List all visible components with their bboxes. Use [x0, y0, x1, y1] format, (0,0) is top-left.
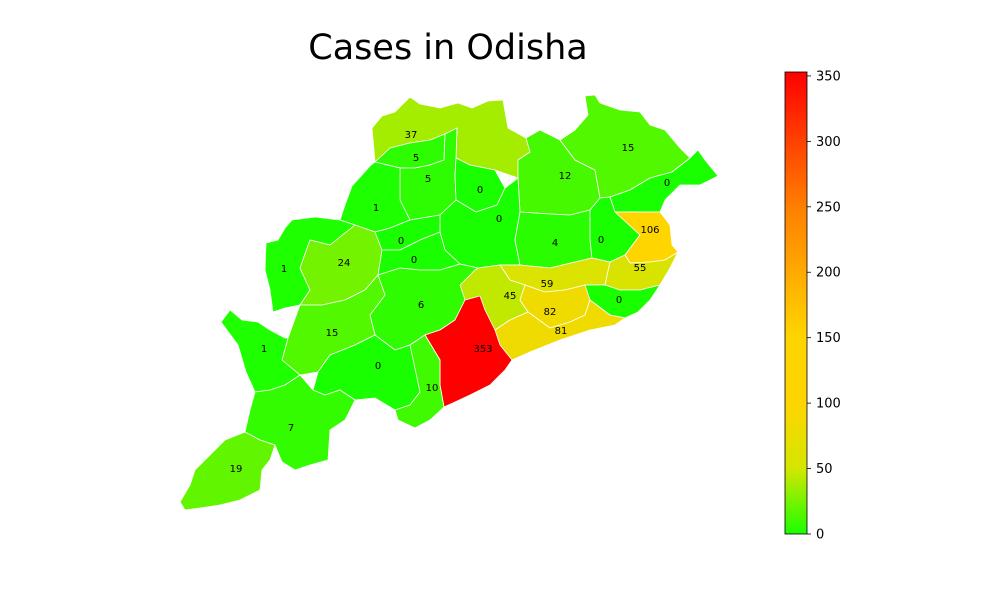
label-jajpur-coast: 0	[616, 295, 622, 306]
colorbar-gradient	[784, 71, 808, 535]
label-angul: 0	[496, 214, 502, 225]
label-malkangiri: 19	[230, 464, 243, 475]
colorbar-tick-label: 200	[816, 266, 841, 281]
label-gajapati: 10	[426, 383, 439, 394]
label-jajpur: 4	[552, 238, 558, 249]
colorbar-ticks: 0 50 100 150 200 250 300 350	[807, 69, 841, 543]
label-kalahandi: 15	[326, 328, 339, 339]
colorbar-tick-label: 150	[816, 331, 841, 346]
label-nuapada: 1	[281, 264, 287, 275]
label-balasore: 0	[664, 178, 670, 189]
label-cuttack: 59	[541, 279, 554, 290]
colorbar-tick-label: 0	[816, 528, 824, 543]
colorbar-tick-label: 250	[816, 200, 841, 215]
district-puri[interactable]	[494, 299, 626, 361]
label-nabarangpur: 1	[261, 344, 267, 355]
label-kandhamal: 0	[375, 361, 381, 372]
district-nabarangpur[interactable]	[220, 309, 301, 393]
label-subarnapur: 0	[398, 236, 404, 247]
colorbar: 0 50 100 150 200 250 300 350	[784, 69, 841, 543]
label-keonjhar: 12	[559, 171, 572, 182]
colorbar-tick-label: 50	[816, 462, 833, 477]
colorbar-tick-label: 350	[816, 69, 841, 84]
odisha-map	[179, 94, 719, 511]
label-deogarh: 0	[477, 185, 483, 196]
label-dhenkanal: 45	[504, 291, 517, 302]
label-khurda: 82	[544, 307, 557, 318]
label-mayurbhanj: 15	[622, 143, 635, 154]
district-bargarh[interactable]	[339, 161, 411, 233]
colorbar-tick-label: 100	[816, 397, 841, 412]
label-koraput: 7	[288, 423, 294, 434]
label-boudh: 0	[411, 255, 417, 266]
label-puri: 81	[555, 326, 568, 337]
district-malkangiri[interactable]	[179, 431, 276, 511]
label-sambalpur: 5	[425, 174, 431, 185]
label-bolangir: 24	[338, 258, 351, 269]
label-nayagarh: 6	[418, 300, 424, 311]
colorbar-tick-label: 300	[816, 135, 841, 150]
district-gajapati[interactable]	[394, 334, 445, 429]
label-ganjam: 353	[473, 344, 492, 355]
label-kendrapara: 106	[640, 225, 659, 236]
label-jharsuguda: 5	[413, 153, 419, 164]
district-labels: 37 5 5 0 12 15 0 1 0 4 0 106 1 24 0 0 59…	[230, 130, 671, 475]
label-sundargarh-north: 37	[405, 130, 418, 141]
label-jagatsinghpur: 55	[634, 263, 647, 274]
label-bargarh: 1	[373, 203, 379, 214]
map-title: Cases in Odisha	[308, 28, 588, 68]
label-bhadrak: 0	[598, 235, 604, 246]
